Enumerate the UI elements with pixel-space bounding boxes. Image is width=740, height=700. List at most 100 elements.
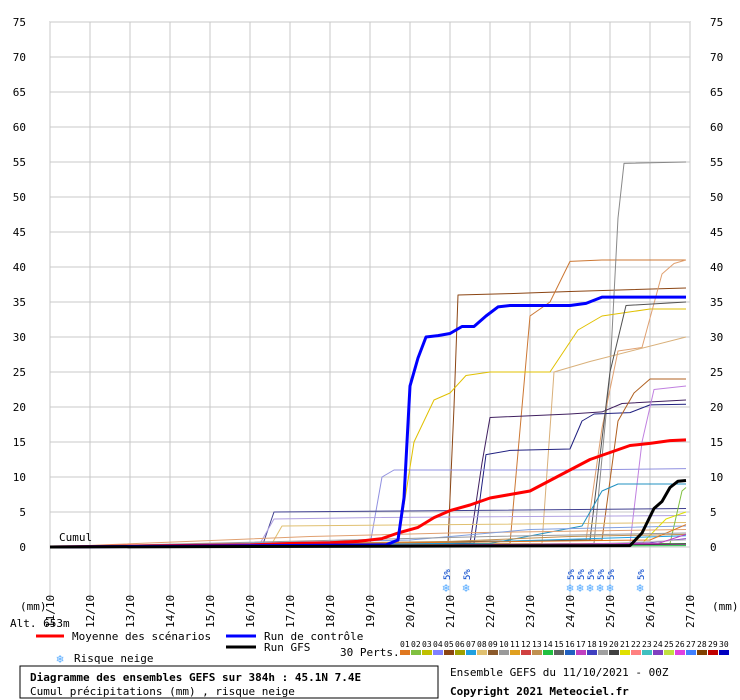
pert-swatch bbox=[510, 650, 520, 655]
y-tick-right: 40 bbox=[710, 261, 723, 274]
pert-swatch bbox=[488, 650, 498, 655]
y-tick-left: 55 bbox=[13, 156, 26, 169]
pert-swatch bbox=[444, 650, 454, 655]
pert-number: 02 bbox=[411, 640, 421, 649]
pert-number: 21 bbox=[620, 640, 630, 649]
snow-icon: ❄ bbox=[636, 581, 643, 595]
x-tick-label: 13/10 bbox=[124, 595, 137, 628]
pert-swatch bbox=[697, 650, 707, 655]
pert-swatch bbox=[411, 650, 421, 655]
pert-swatch bbox=[653, 650, 663, 655]
pert-swatch bbox=[422, 650, 432, 655]
snow-percent: 5% bbox=[637, 569, 647, 580]
pert-swatch bbox=[521, 650, 531, 655]
snow-percent: 5% bbox=[597, 569, 607, 580]
pert-number: 13 bbox=[532, 640, 542, 649]
snow-icon: ❄ bbox=[586, 581, 593, 595]
x-tick-label: 23/10 bbox=[524, 595, 537, 628]
y-tick-right: 10 bbox=[710, 471, 723, 484]
y-tick-left: 70 bbox=[13, 51, 26, 64]
pert-number: 26 bbox=[675, 640, 685, 649]
series-line-moyenne-des-sc-narios bbox=[49, 438, 687, 549]
pert-number: 30 bbox=[719, 640, 729, 649]
pert-swatch bbox=[675, 650, 685, 655]
series-line-02 bbox=[49, 259, 686, 548]
pert-number: 29 bbox=[708, 640, 718, 649]
chart-subtitle: Cumul précipitations (mm) , risque neige bbox=[30, 685, 295, 698]
y-tick-right: 15 bbox=[710, 436, 723, 449]
pert-swatch bbox=[466, 650, 476, 655]
snow-icon: ❄ bbox=[606, 581, 613, 595]
chart-title: Diagramme des ensembles GEFS sur 384h : … bbox=[30, 671, 361, 684]
series-line-05 bbox=[49, 259, 687, 548]
copyright: Copyright 2021 Meteociel.fr bbox=[450, 685, 629, 698]
x-tick-label: 20/10 bbox=[404, 595, 417, 628]
y-tick-right: 75 bbox=[710, 16, 723, 29]
pert-swatch bbox=[433, 650, 443, 655]
snow-percent: 5% bbox=[463, 569, 473, 580]
ensemble-run-label: Ensemble GEFS du 11/10/2021 - 00Z bbox=[450, 666, 669, 679]
pert-number: 23 bbox=[642, 640, 652, 649]
snow-percent: 5% bbox=[607, 569, 617, 580]
x-tick-label: 16/10 bbox=[244, 595, 257, 628]
y-tick-left: 5 bbox=[19, 506, 26, 519]
pert-number: 24 bbox=[653, 640, 663, 649]
x-tick-label: 18/10 bbox=[324, 595, 337, 628]
legend-control: Run de contrôle bbox=[264, 630, 363, 643]
pert-number: 08 bbox=[477, 640, 487, 649]
pert-number: 06 bbox=[455, 640, 465, 649]
y-tick-right: 55 bbox=[710, 156, 723, 169]
pert-swatch bbox=[455, 650, 465, 655]
pert-swatch bbox=[642, 650, 652, 655]
pert-number: 17 bbox=[576, 640, 586, 649]
pert-swatch bbox=[477, 650, 487, 655]
legend-gfs: Run GFS bbox=[264, 641, 310, 654]
x-tick-label: 22/10 bbox=[484, 595, 497, 628]
y-tick-right: 65 bbox=[710, 86, 723, 99]
pert-swatch bbox=[400, 650, 410, 655]
y-tick-left: 60 bbox=[13, 121, 26, 134]
x-tick-label: 12/10 bbox=[84, 595, 97, 628]
y-tick-left: 45 bbox=[13, 226, 26, 239]
pert-swatch bbox=[576, 650, 586, 655]
x-tick-label: 17/10 bbox=[284, 595, 297, 628]
pert-swatch bbox=[620, 650, 630, 655]
series-line-04 bbox=[49, 308, 686, 548]
pert-number: 20 bbox=[609, 640, 619, 649]
series-line-20 bbox=[49, 525, 687, 548]
pert-number: 27 bbox=[686, 640, 696, 649]
pert-number: 19 bbox=[598, 640, 608, 649]
snow-percent: 5% bbox=[567, 569, 577, 580]
pert-number: 11 bbox=[510, 640, 520, 649]
y-tick-right: 35 bbox=[710, 296, 723, 309]
series-line-19 bbox=[49, 529, 687, 548]
y-tick-right: 45 bbox=[710, 226, 723, 239]
y-axis-label-left: (mm) bbox=[20, 600, 47, 613]
cumul-label: Cumul bbox=[59, 531, 92, 544]
x-tick-label: 26/10 bbox=[644, 595, 657, 628]
pert-swatch bbox=[565, 650, 575, 655]
pert-number: 05 bbox=[444, 640, 454, 649]
pert-number: 16 bbox=[565, 640, 575, 649]
y-tick-left: 40 bbox=[13, 261, 26, 274]
x-tick-label: 11/10 bbox=[44, 595, 57, 628]
x-tick-label: 25/10 bbox=[604, 595, 617, 628]
y-tick-left: 25 bbox=[13, 366, 26, 379]
legend-snow-icon: ❄ bbox=[56, 652, 63, 666]
x-tick-label: 14/10 bbox=[164, 595, 177, 628]
y-tick-left: 75 bbox=[13, 16, 26, 29]
y-tick-right: 0 bbox=[710, 541, 717, 554]
pert-number: 09 bbox=[488, 640, 498, 649]
pert-swatch bbox=[609, 650, 619, 655]
y-tick-right: 5 bbox=[710, 506, 717, 519]
pert-swatch bbox=[664, 650, 674, 655]
pert-number: 01 bbox=[400, 640, 410, 649]
y-axis-label-right: (mm) bbox=[712, 600, 739, 613]
y-tick-right: 20 bbox=[710, 401, 723, 414]
snow-percent: 5% bbox=[587, 569, 597, 580]
snow-icon: ❄ bbox=[576, 581, 583, 595]
x-tick-label: 27/10 bbox=[684, 595, 697, 628]
pert-number: 10 bbox=[499, 640, 509, 649]
pert-number: 12 bbox=[521, 640, 531, 649]
